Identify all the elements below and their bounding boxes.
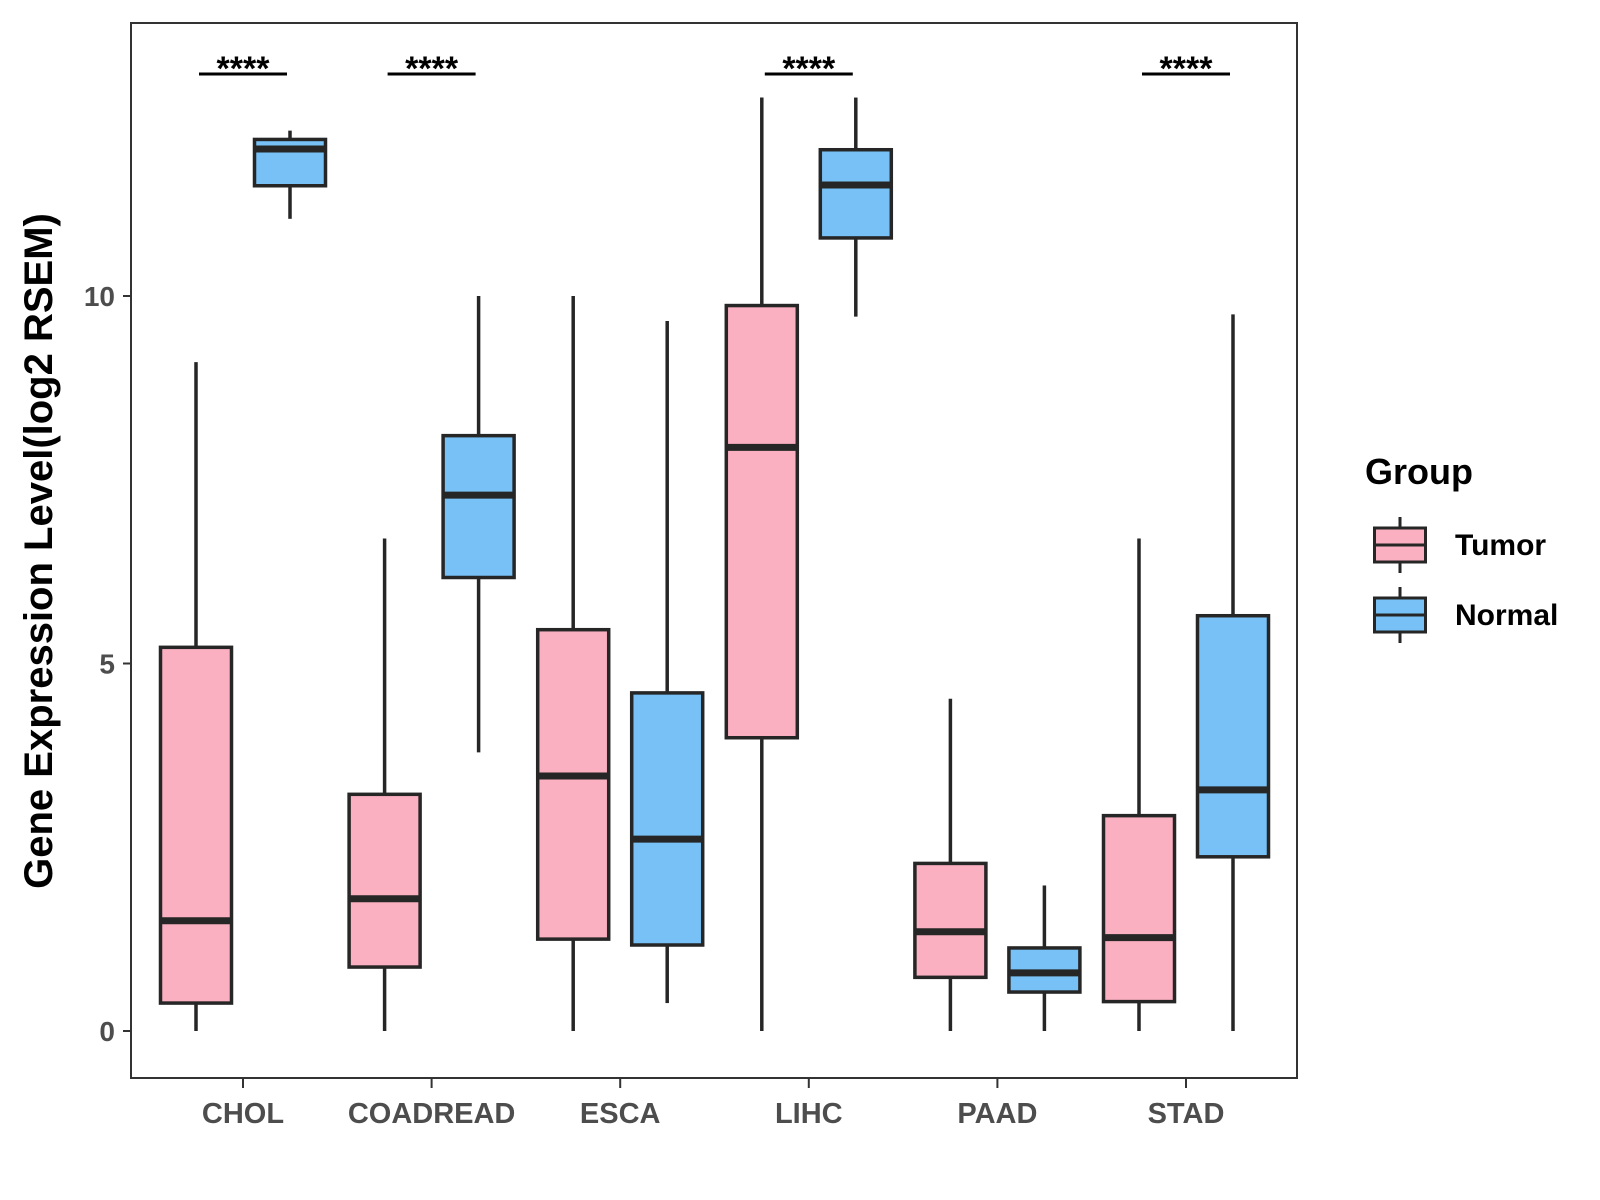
x-axis: CHOL COADREAD ESCA LIHC PAAD STAD xyxy=(202,1078,1224,1130)
x-tick-label: PAAD xyxy=(957,1098,1037,1130)
box-tumor-chol xyxy=(158,362,234,1031)
significance-layer: **** **** **** **** xyxy=(199,50,1230,88)
y-tick-label: 5 xyxy=(99,649,115,680)
legend-label: Tumor xyxy=(1455,529,1546,562)
legend-label: Normal xyxy=(1455,599,1558,632)
x-tick-label: ESCA xyxy=(580,1098,661,1130)
y-tick-label: 0 xyxy=(99,1016,115,1047)
significance-coadread: **** xyxy=(387,50,476,88)
legend-item-tumor: Tumor xyxy=(1373,517,1546,573)
boxes-layer xyxy=(158,97,1271,1031)
box-body xyxy=(535,627,611,941)
box-body xyxy=(441,433,516,580)
box-normal-paad xyxy=(1007,885,1082,1031)
legend: Group Tumor Normal xyxy=(1365,451,1558,643)
legend-item-normal: Normal xyxy=(1373,587,1558,643)
significance-chol: **** xyxy=(199,50,287,88)
box-body xyxy=(913,861,988,980)
x-tick-label: STAD xyxy=(1148,1098,1225,1130)
y-axis: 0 5 10 xyxy=(84,281,131,1047)
box-normal-lihc xyxy=(818,97,894,317)
y-axis-title: Gene Expression Level(log2 RSEM) xyxy=(17,213,61,889)
x-tick-label: CHOL xyxy=(202,1098,284,1130)
legend-title: Group xyxy=(1365,451,1473,492)
x-tick-label: LIHC xyxy=(775,1098,843,1130)
box-body xyxy=(347,792,422,969)
box-tumor-coadread xyxy=(347,538,422,1031)
box-tumor-paad xyxy=(913,698,988,1031)
significance-label: **** xyxy=(782,50,836,88)
box-normal-esca xyxy=(629,320,705,1004)
box-body xyxy=(818,147,894,240)
box-tumor-lihc xyxy=(724,97,800,1031)
box-normal-stad xyxy=(1195,314,1271,1031)
box-body xyxy=(158,645,234,1005)
box-body xyxy=(1101,813,1177,1004)
box-body xyxy=(724,303,800,740)
box-normal-coadread xyxy=(441,296,516,753)
significance-label: **** xyxy=(217,50,271,88)
box-body xyxy=(1195,613,1271,859)
box-body xyxy=(629,691,705,947)
significance-lihc: **** xyxy=(764,50,853,88)
significance-stad: **** xyxy=(1142,50,1230,88)
box-normal-chol xyxy=(252,130,328,219)
y-tick-label: 10 xyxy=(84,281,115,312)
x-tick-label: COADREAD xyxy=(348,1098,516,1130)
box-tumor-stad xyxy=(1101,538,1177,1031)
box-tumor-esca xyxy=(535,296,611,1031)
significance-label: **** xyxy=(1160,50,1214,88)
significance-label: **** xyxy=(405,50,459,88)
